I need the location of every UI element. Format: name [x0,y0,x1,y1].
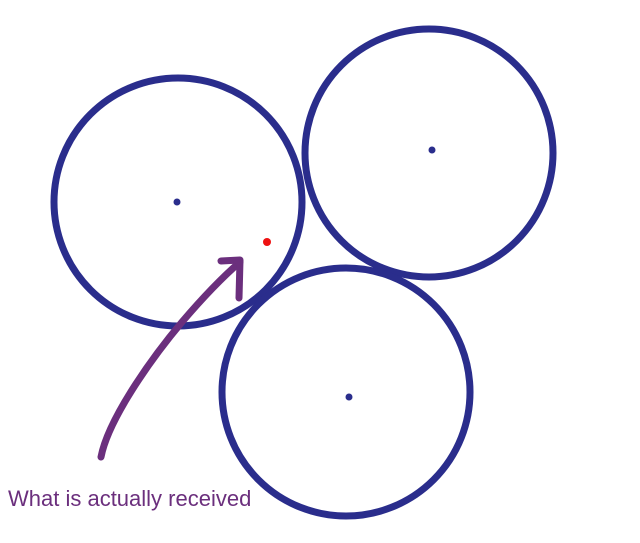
circle-right [301,25,557,281]
circle-bottom-group [218,264,474,520]
curved-arrow [97,256,244,461]
arrow-head [217,256,244,302]
circle-bottom [218,264,474,520]
circle-right-center-dot [428,146,436,154]
arrow-shaft [97,258,244,461]
annotation-label: What is actually received [8,486,252,511]
circle-left-center-dot [173,198,181,206]
received-point-dot [263,238,271,246]
circle-bottom-center-dot [345,393,353,401]
circle-right-group [301,25,557,281]
circle-left-group [50,74,306,330]
